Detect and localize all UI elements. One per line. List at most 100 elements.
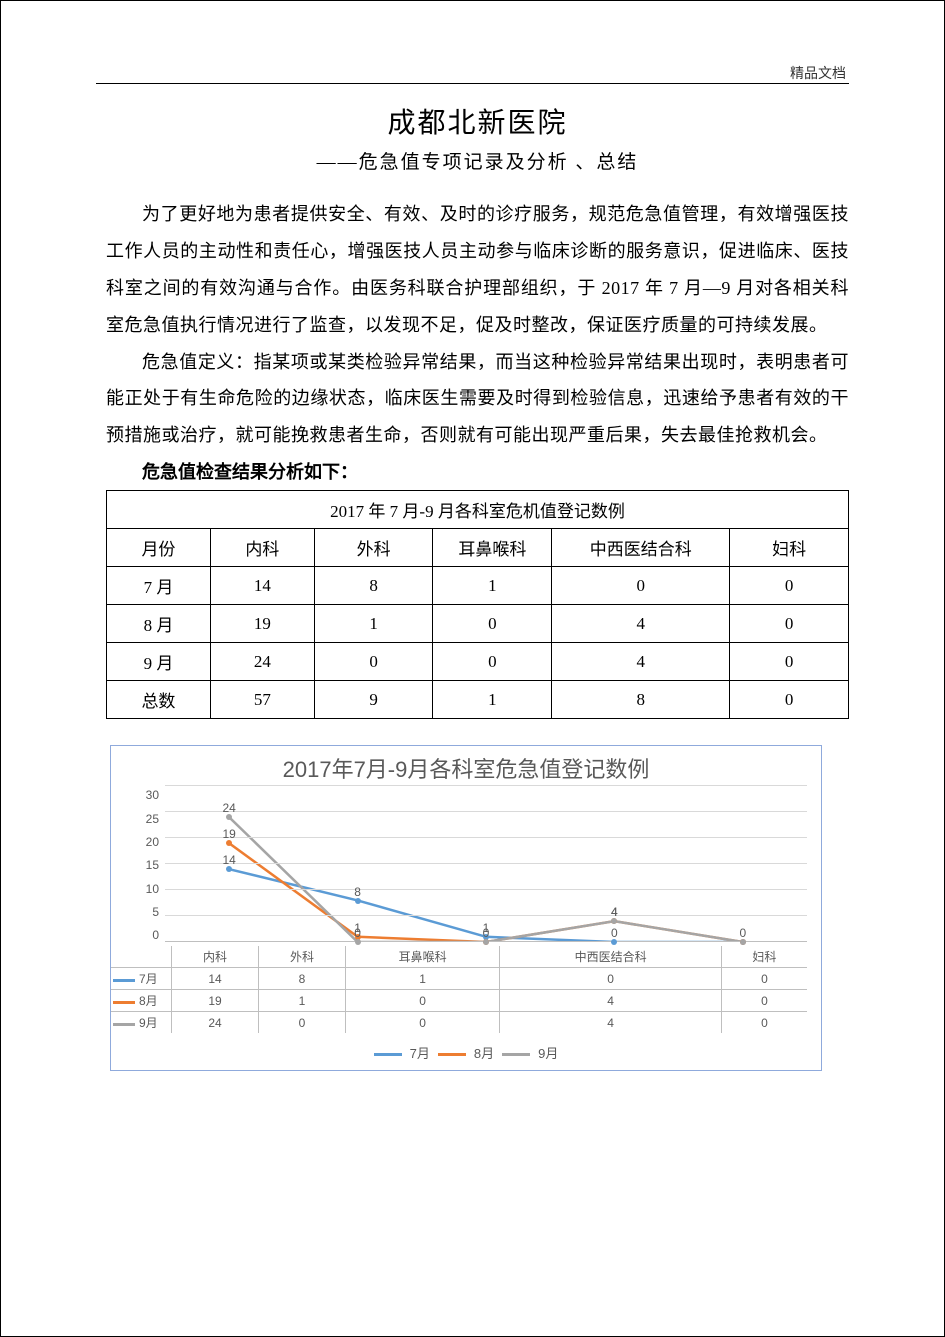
chart-table-cell: 0 xyxy=(500,968,722,990)
chart-gridline xyxy=(165,837,807,838)
table-cell: 19 xyxy=(210,605,314,643)
chart-data-label: 8 xyxy=(354,885,361,899)
section-heading: 危急值检查结果分析如下： xyxy=(106,458,849,484)
legend-swatch-icon xyxy=(502,1053,530,1056)
chart-gridline xyxy=(165,863,807,864)
table-cell: 9 月 xyxy=(107,643,211,681)
table-cell: 8 xyxy=(314,567,433,605)
table-cell: 9 xyxy=(314,681,433,719)
chart-y-tick-label: 20 xyxy=(146,835,159,849)
chart-table-row: 7月148100 xyxy=(111,968,807,990)
chart-table-cell: 4 xyxy=(500,990,722,1012)
table-header-cell: 中西医结合科 xyxy=(552,529,730,567)
chart-gridline xyxy=(165,811,807,812)
chart-table-cell: 7月 xyxy=(111,968,172,990)
chart-marker xyxy=(740,939,746,945)
table-row: 7 月148100 xyxy=(107,567,849,605)
table-row: 9 月240040 xyxy=(107,643,849,681)
legend-label: 9月 xyxy=(538,1046,558,1061)
legend-swatch-icon xyxy=(438,1053,466,1056)
chart-table-row: 8月191040 xyxy=(111,990,807,1012)
table-header-row: 月份内科外科耳鼻喉科中西医结合科妇科 xyxy=(107,529,849,567)
chart-y-axis: 302520151050 xyxy=(111,786,165,942)
chart-plot-area: 148100191042404 xyxy=(165,786,807,942)
table-cell: 1 xyxy=(433,567,552,605)
chart-y-tick-label: 25 xyxy=(146,812,159,826)
chart-lines-svg xyxy=(165,786,807,942)
table-cell: 8 月 xyxy=(107,605,211,643)
chart-y-tick-label: 10 xyxy=(146,882,159,896)
table-cell: 0 xyxy=(433,605,552,643)
chart-table-cell: 外科 xyxy=(258,946,345,968)
table-cell: 14 xyxy=(210,567,314,605)
legend-swatch-icon xyxy=(113,979,135,982)
chart-data-label: 19 xyxy=(223,827,236,841)
chart-table-cell: 24 xyxy=(172,1012,259,1034)
document-title: 成都北新医院 xyxy=(106,101,849,141)
chart-table-cell: 妇科 xyxy=(721,946,807,968)
chart-table-cell: 0 xyxy=(345,990,499,1012)
table-cell: 1 xyxy=(314,605,433,643)
legend-label: 7月 xyxy=(410,1046,430,1061)
chart-table-cell: 8 xyxy=(258,968,345,990)
chart-table-cell: 内科 xyxy=(172,946,259,968)
chart-data-table: 内科外科耳鼻喉科中西医结合科妇科7月1481008月1910409月240040 xyxy=(111,946,807,1033)
chart-gridline xyxy=(165,889,807,890)
chart-data-label: 0 xyxy=(739,926,746,940)
chart-data-label: 0 xyxy=(483,926,490,940)
chart-table-cell: 8月 xyxy=(111,990,172,1012)
chart-legend: 7月8月9月 xyxy=(111,1039,821,1070)
table-row: 8 月191040 xyxy=(107,605,849,643)
chart-data-label: 0 xyxy=(611,926,618,940)
table-cell: 0 xyxy=(730,567,849,605)
table-cell: 57 xyxy=(210,681,314,719)
chart-table-cell: 0 xyxy=(721,990,807,1012)
table-row: 总数579180 xyxy=(107,681,849,719)
chart-table-cell: 1 xyxy=(258,990,345,1012)
chart-data-label: 14 xyxy=(223,853,236,867)
chart-data-label: 4 xyxy=(611,905,618,919)
chart-gridline xyxy=(165,915,807,916)
legend-swatch-icon xyxy=(374,1053,402,1056)
registration-table: 2017 年 7 月-9 月各科室危机值登记数例 月份内科外科耳鼻喉科中西医结合… xyxy=(106,490,849,719)
chart-table-cell: 耳鼻喉科 xyxy=(345,946,499,968)
chart-table-cell xyxy=(111,946,172,968)
table-header-cell: 妇科 xyxy=(730,529,849,567)
chart-table-cell: 0 xyxy=(721,968,807,990)
intro-paragraph-2: 危急值定义：指某项或某类检验异常结果，而当这种检验异常结果出现时，表明患者可能正… xyxy=(106,344,849,455)
chart-gridline xyxy=(165,785,807,786)
table-caption: 2017 年 7 月-9 月各科室危机值登记数例 xyxy=(107,491,849,529)
chart-table-cell: 1 xyxy=(345,968,499,990)
table-cell: 4 xyxy=(552,605,730,643)
chart-y-tick-label: 30 xyxy=(146,788,159,802)
table-header-cell: 耳鼻喉科 xyxy=(433,529,552,567)
table-header-cell: 月份 xyxy=(107,529,211,567)
legend-swatch-icon xyxy=(113,1023,135,1026)
table-cell: 24 xyxy=(210,643,314,681)
header-rule xyxy=(96,83,849,84)
header-note: 精品文档 xyxy=(790,63,846,83)
chart-table-cell: 中西医结合科 xyxy=(500,946,722,968)
chart-plot-wrap: 302520151050 148100191042404 xyxy=(111,786,821,942)
chart-table-row: 9月240040 xyxy=(111,1012,807,1034)
table-cell: 1 xyxy=(433,681,552,719)
chart-y-tick-label: 15 xyxy=(146,858,159,872)
table-cell: 7 月 xyxy=(107,567,211,605)
chart-table-cell: 9月 xyxy=(111,1012,172,1034)
chart-data-label: 0 xyxy=(354,926,361,940)
table-header-cell: 外科 xyxy=(314,529,433,567)
intro-paragraph-1: 为了更好地为患者提供安全、有效、及时的诊疗服务，规范危急值管理，有效增强医技工作… xyxy=(106,196,849,344)
chart-title: 2017年7月-9月各科室危急值登记数例 xyxy=(111,752,821,784)
table-cell: 0 xyxy=(730,681,849,719)
table-cell: 4 xyxy=(552,643,730,681)
chart-table-cell: 0 xyxy=(258,1012,345,1034)
chart-table-cell: 14 xyxy=(172,968,259,990)
chart-data-label: 24 xyxy=(223,801,236,815)
legend-swatch-icon xyxy=(113,1001,135,1004)
table-header-cell: 内科 xyxy=(210,529,314,567)
chart-container: 2017年7月-9月各科室危急值登记数例 302520151050 148100… xyxy=(110,745,822,1071)
table-cell: 8 xyxy=(552,681,730,719)
document-page: 精品文档 成都北新医院 ——危急值专项记录及分析 、总结 为了更好地为患者提供安… xyxy=(0,0,945,1337)
table-cell: 0 xyxy=(433,643,552,681)
chart-table-cell: 4 xyxy=(500,1012,722,1034)
